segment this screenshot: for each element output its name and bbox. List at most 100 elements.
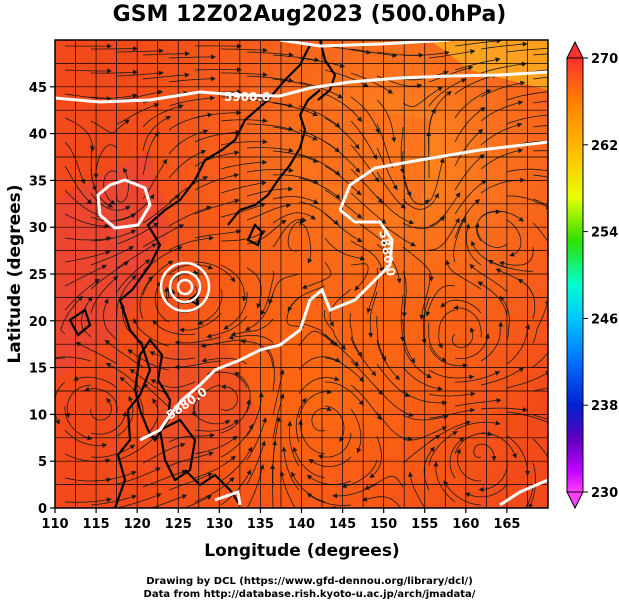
streamline [454, 75, 493, 95]
colorbar-scale [566, 57, 584, 493]
streamline-arrow [470, 327, 475, 333]
streamline [376, 171, 403, 206]
streamline [454, 59, 496, 71]
streamline-arrow [275, 416, 281, 422]
streamline [116, 261, 147, 293]
streamline-arrow [452, 430, 458, 436]
streamline-arrow [102, 442, 108, 448]
streamline-arrow [158, 48, 164, 54]
streamline-arrow [495, 268, 502, 274]
streamline [64, 429, 103, 446]
streamline [117, 50, 160, 53]
streamline [532, 125, 548, 128]
streamline-arrow [496, 40, 502, 44]
streamline [295, 401, 304, 443]
x-tick-label: 160 [452, 517, 479, 532]
streamline-arrow [107, 202, 114, 208]
streamline-arrow [312, 135, 318, 141]
streamline [480, 326, 502, 362]
streamline-arrow [454, 217, 460, 224]
streamline-arrow [470, 240, 476, 247]
streamline [324, 165, 359, 193]
streamline-arrow [366, 49, 372, 55]
streamline [133, 371, 170, 395]
streamline [168, 474, 209, 491]
streamline-arrow [270, 464, 276, 470]
streamline [402, 342, 428, 376]
streamline [506, 435, 528, 471]
streamline-arrow [548, 168, 553, 173]
streamline [298, 177, 337, 197]
streamline [150, 496, 183, 508]
streamline-arrow [106, 96, 112, 102]
streamline [298, 201, 336, 223]
streamline [324, 333, 356, 364]
streamline-arrow [460, 78, 467, 83]
streamline-arrow [287, 306, 293, 312]
streamline-arrow [410, 357, 416, 364]
streamline-arrow [477, 128, 484, 134]
streamline-arrow [519, 80, 526, 86]
streamline-arrow [556, 255, 561, 261]
streamline [142, 226, 180, 248]
streamline-arrow [480, 107, 486, 113]
streamline-arrow [244, 326, 251, 331]
streamline [194, 69, 238, 71]
streamline-arrow [124, 119, 130, 125]
streamline [272, 174, 315, 182]
streamline-arrow [179, 327, 185, 333]
streamline [211, 315, 248, 337]
x-tick-label: 120 [124, 517, 151, 532]
streamline-arrow [419, 314, 425, 320]
streamline-arrow [431, 108, 436, 114]
streamline [90, 401, 112, 421]
streamline [311, 407, 328, 432]
streamline [154, 285, 170, 323]
x-tick-label: 135 [247, 517, 274, 532]
streamline [454, 338, 488, 360]
streamline-arrow [288, 147, 294, 153]
streamline [525, 486, 534, 508]
streamline [466, 228, 482, 266]
streamline-arrow [434, 434, 441, 440]
streamline [298, 391, 328, 419]
streamline-arrow [446, 90, 452, 96]
streamline [532, 387, 548, 392]
streamline [91, 472, 133, 482]
streamline [532, 198, 548, 207]
streamline-arrow [368, 332, 374, 339]
streamline [346, 459, 378, 487]
streamline [81, 300, 92, 338]
streamline [298, 57, 341, 66]
streamline [262, 270, 275, 312]
streamline [220, 204, 262, 218]
streamline-arrow [462, 509, 468, 514]
streamline [272, 78, 315, 88]
streamline [221, 72, 264, 75]
streamline [272, 150, 314, 161]
streamline [376, 315, 384, 358]
streamline [469, 483, 508, 498]
streamline-arrow [233, 173, 240, 178]
streamline [220, 232, 262, 242]
streamline [402, 219, 442, 229]
streamline [402, 88, 440, 108]
streamline [455, 372, 496, 383]
streamline [220, 182, 262, 194]
colorbar-tick-label: 254 [591, 226, 618, 241]
streamline-arrow [443, 70, 449, 76]
streamline-arrow [285, 203, 292, 209]
streamline [109, 364, 144, 392]
streamline-arrow [158, 70, 164, 76]
streamline-arrow [233, 372, 240, 377]
streamline-arrow [262, 139, 268, 145]
streamline-arrow [155, 467, 161, 472]
streamline-arrow [106, 68, 112, 74]
streamline [350, 144, 377, 179]
streamline-arrow [355, 167, 361, 173]
streamline-arrow [512, 453, 517, 459]
streamline [184, 312, 222, 331]
contour-label-5900: 5900.0 [224, 90, 270, 104]
streamline-arrow [329, 321, 334, 327]
y-tick-label: 45 [29, 81, 47, 96]
